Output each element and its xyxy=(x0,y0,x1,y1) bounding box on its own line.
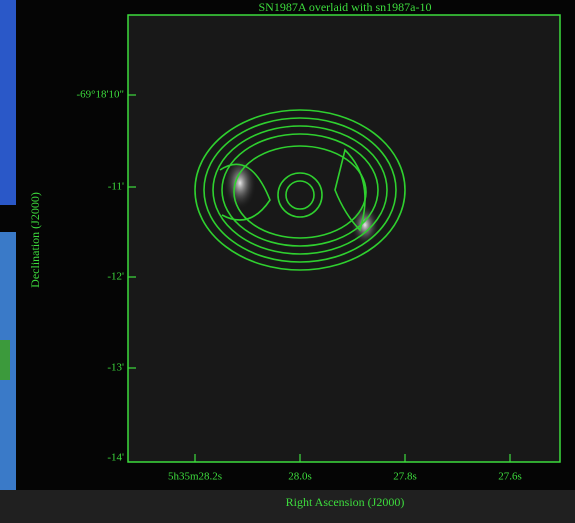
x-tick-label: 28.0s xyxy=(288,471,312,483)
x-tick-label: 27.6s xyxy=(498,471,522,483)
screenshot: SN1987A overlaid with sn1987a-10 -69°18'… xyxy=(0,0,575,523)
side-window-map-patch xyxy=(0,340,10,380)
x-tick-label: 27.8s xyxy=(393,471,417,483)
y-tick-label: -11' xyxy=(108,181,124,193)
y-tick-label: -13' xyxy=(107,362,124,374)
y-tick-label: -12' xyxy=(107,271,124,283)
page: SN1987A overlaid with sn1987a-10 -69°18'… xyxy=(0,0,575,523)
x-axis-label: Right Ascension (J2000) xyxy=(286,495,405,509)
plot-frame xyxy=(128,15,560,462)
y-tick-label: -69°18'10" xyxy=(76,89,124,101)
title: SN1987A overlaid with sn1987a-10 xyxy=(259,0,432,14)
y-tick-label: -14' xyxy=(107,452,124,464)
y-axis-label: Declination (J2000) xyxy=(28,192,42,288)
side-window-blue xyxy=(0,0,16,205)
x-tick-label: 5h35m28.2s xyxy=(168,471,222,483)
